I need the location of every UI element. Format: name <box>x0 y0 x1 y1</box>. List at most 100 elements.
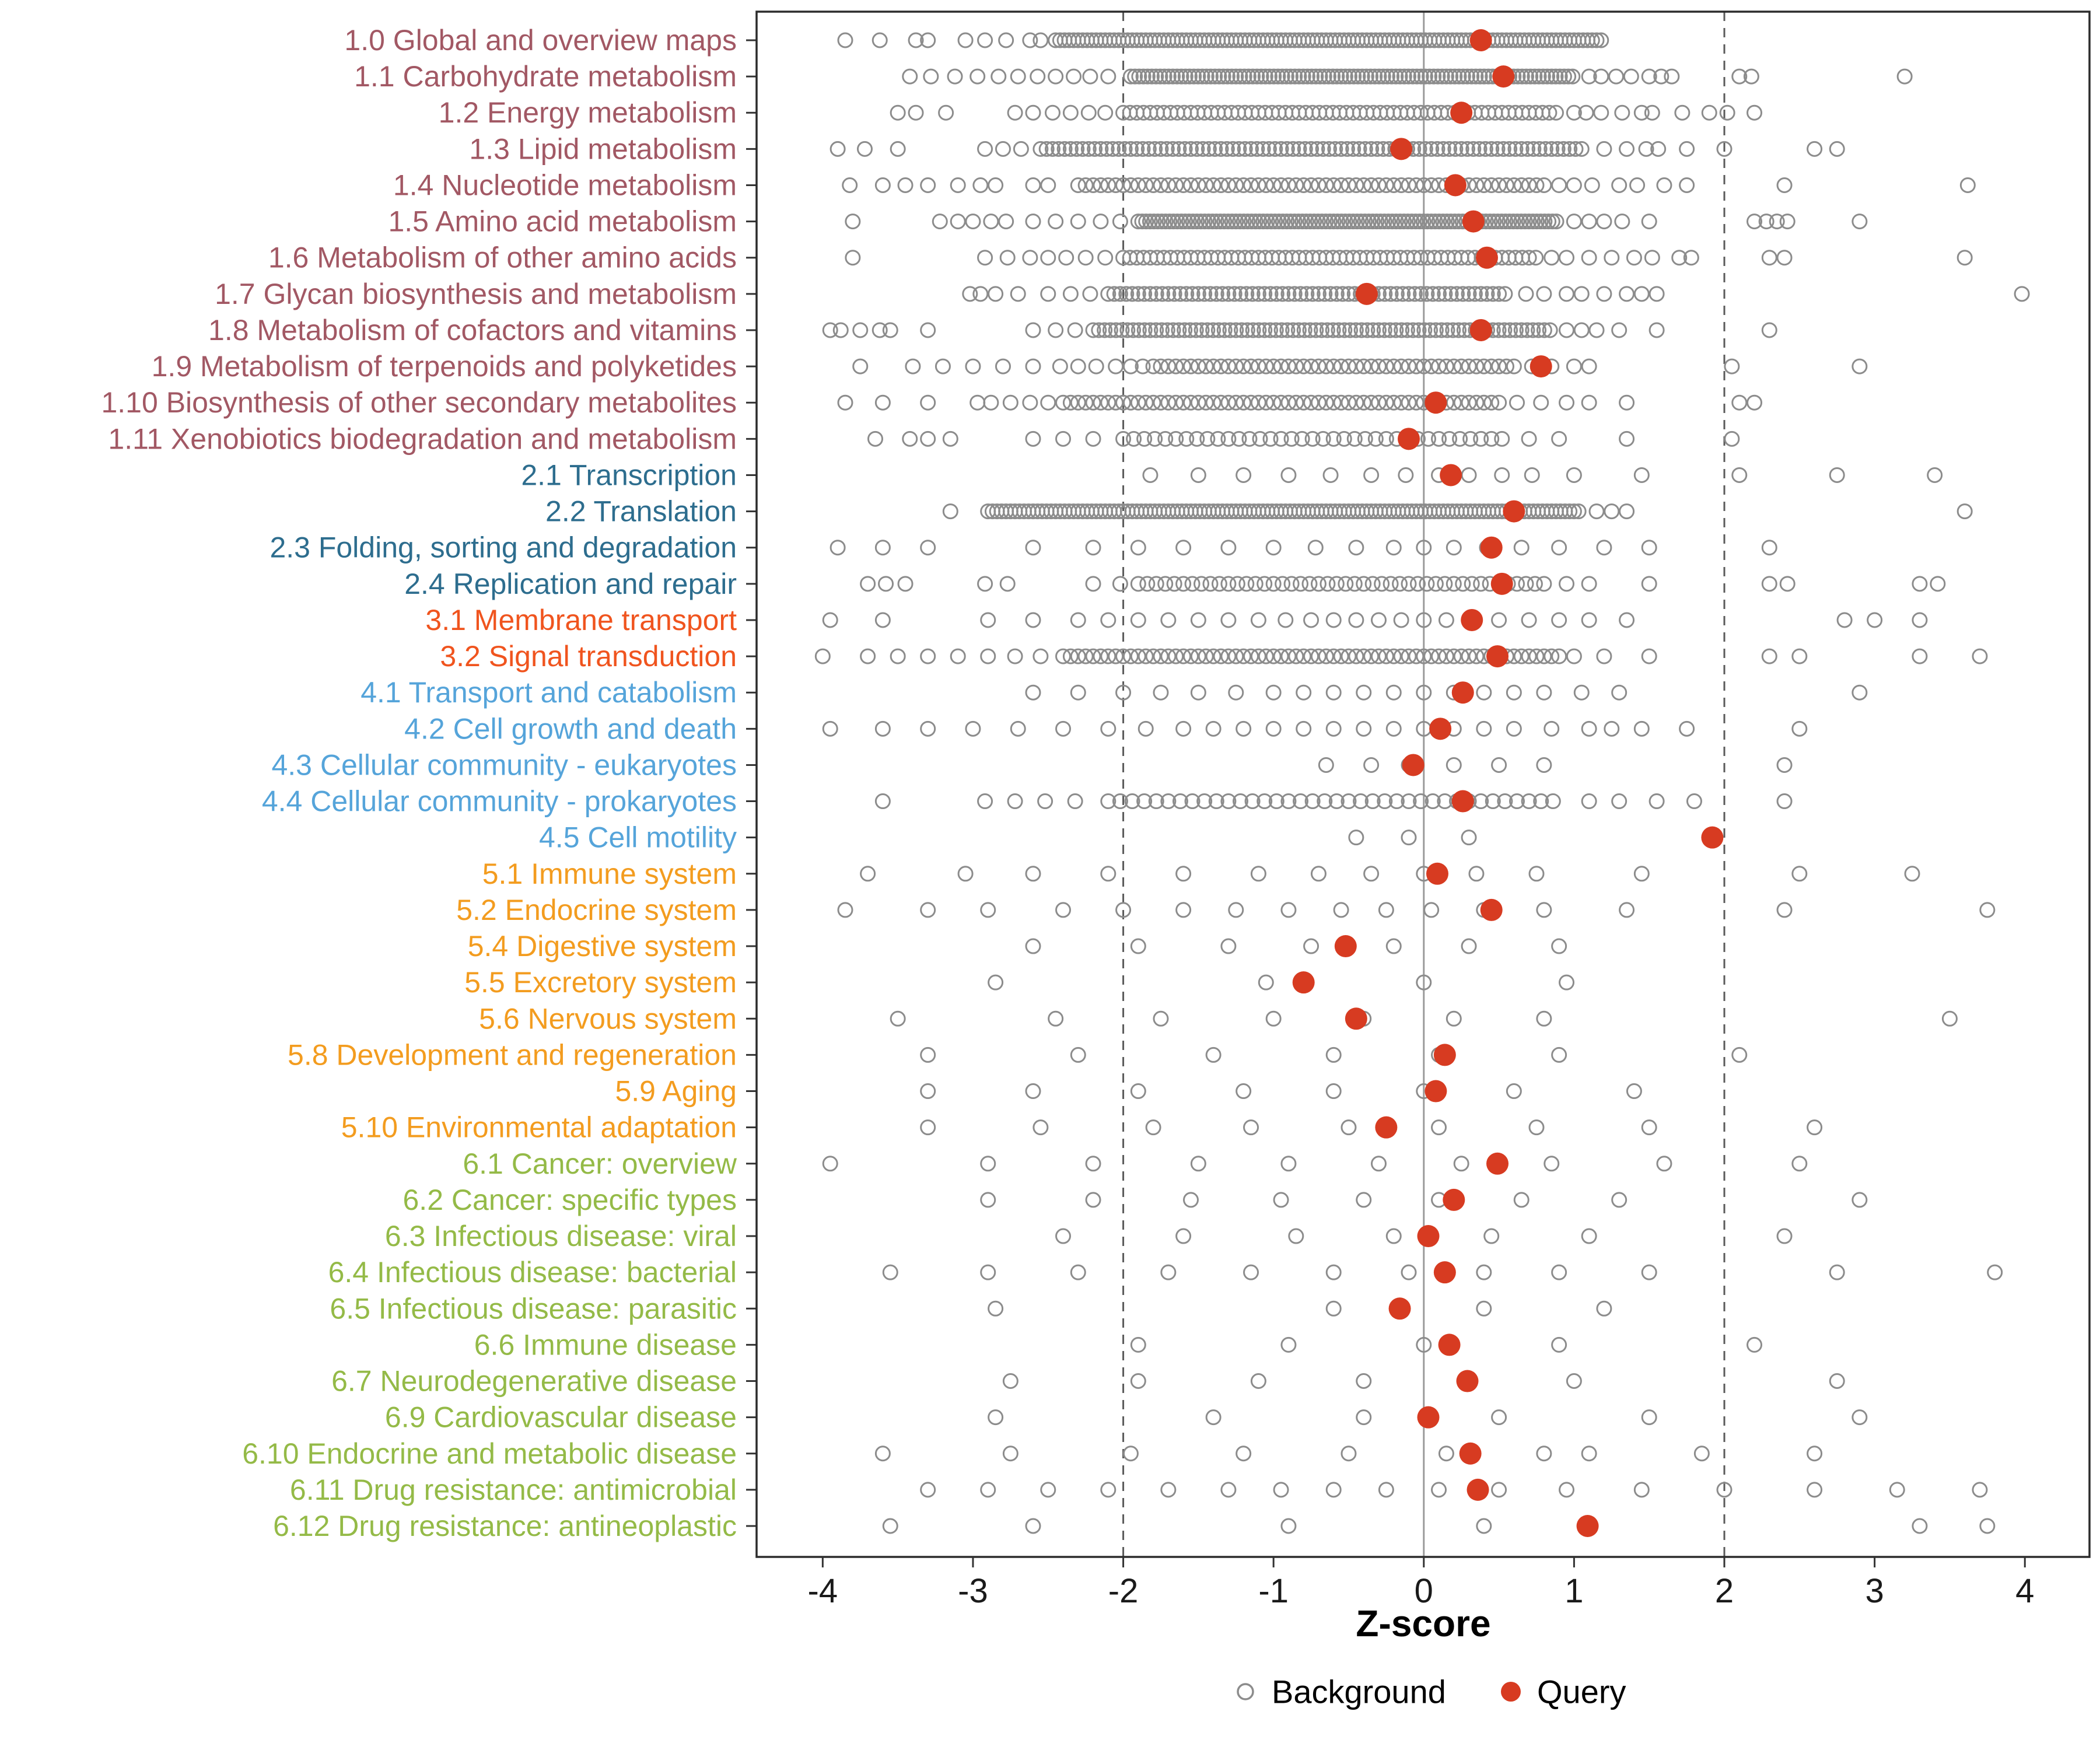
background-point <box>1165 141 1181 157</box>
background-point <box>1048 68 1064 85</box>
background-point <box>1829 1264 1845 1280</box>
background-point <box>1130 1373 1146 1390</box>
background-point <box>1419 286 1435 302</box>
background-point <box>1363 68 1379 85</box>
background-point <box>1551 1336 1567 1353</box>
background-point <box>1228 648 1244 664</box>
background-point <box>1633 286 1650 302</box>
background-point <box>1367 430 1384 447</box>
background-point <box>1200 214 1217 230</box>
background-point <box>1296 322 1312 338</box>
background-point <box>977 32 993 48</box>
background-point <box>1328 576 1345 592</box>
row-label: 5.10 Environmental adaptation <box>341 1111 737 1144</box>
background-point <box>1544 250 1560 266</box>
background-point <box>1213 648 1229 664</box>
background-point <box>1679 141 1695 157</box>
query-point <box>1440 464 1462 487</box>
background-point <box>1544 720 1560 737</box>
row: 6.5 Infectious disease: parasitic <box>330 1292 1612 1325</box>
background-point <box>1656 1156 1672 1172</box>
background-point <box>1160 68 1177 85</box>
background-point <box>1416 684 1432 701</box>
background-point <box>1431 358 1447 374</box>
background-point <box>1190 286 1206 302</box>
background-point <box>1462 430 1479 447</box>
background-point <box>977 576 993 592</box>
background-point <box>1325 358 1342 374</box>
background-point <box>1055 648 1072 664</box>
row-label: 4.2 Cell growth and death <box>404 712 737 745</box>
background-point <box>1091 322 1107 338</box>
background-point <box>1716 1482 1732 1498</box>
background-point <box>1032 141 1049 157</box>
row-label: 1.4 Nucleotide metabolism <box>393 169 737 201</box>
background-point <box>1513 141 1530 157</box>
background-point <box>897 177 914 193</box>
background-point <box>1716 141 1732 157</box>
background-point <box>1322 286 1339 302</box>
background-point <box>1144 68 1160 85</box>
row-label: 6.1 Cancer: overview <box>463 1147 737 1180</box>
background-point <box>1453 1156 1469 1172</box>
background-point <box>920 1482 936 1498</box>
background-point <box>1852 684 1868 701</box>
x-tick-label: 1 <box>1564 1572 1583 1610</box>
background-point <box>1520 141 1536 157</box>
background-point <box>1486 214 1502 230</box>
background-point <box>1205 358 1222 374</box>
background-point <box>1085 1156 1101 1172</box>
background-point <box>1382 576 1399 592</box>
background-point <box>1160 612 1177 628</box>
background-point <box>1776 1228 1793 1244</box>
background-point <box>1648 793 1665 810</box>
background-point <box>1211 68 1227 85</box>
background-point <box>1297 141 1313 157</box>
background-point <box>1376 214 1392 230</box>
background-point <box>1401 177 1417 193</box>
background-point <box>1245 68 1261 85</box>
background-point <box>908 104 924 121</box>
background-point <box>1258 358 1274 374</box>
background-point <box>1829 1373 1845 1390</box>
background-point <box>1310 866 1326 882</box>
background-point <box>1731 68 1748 85</box>
background-point <box>1190 648 1206 664</box>
background-point <box>1025 1083 1041 1100</box>
background-point <box>1309 141 1325 157</box>
background-point <box>1198 177 1214 193</box>
background-point <box>1619 902 1635 918</box>
row: 5.6 Nervous system <box>479 1002 1958 1035</box>
background-point <box>1310 648 1326 664</box>
background-point <box>1100 612 1116 628</box>
background-point <box>1513 648 1530 664</box>
background-point <box>1333 394 1349 411</box>
background-point <box>1175 720 1192 737</box>
background-point <box>1461 938 1477 954</box>
background-point <box>1427 214 1443 230</box>
background-point <box>1273 322 1290 338</box>
background-point <box>1351 141 1367 157</box>
background-point <box>1593 68 1609 85</box>
background-point <box>1182 394 1199 411</box>
background-point <box>1417 68 1433 85</box>
background-point <box>1468 358 1485 374</box>
background-point <box>1115 177 1132 193</box>
background-point <box>1013 141 1029 157</box>
background-point <box>1220 612 1237 628</box>
background-point <box>1190 358 1206 374</box>
background-point <box>1184 286 1200 302</box>
background-point <box>1190 612 1206 628</box>
background-point <box>1069 141 1085 157</box>
background-point <box>1489 141 1506 157</box>
background-point <box>1138 648 1154 664</box>
background-point <box>1165 322 1181 338</box>
background-point <box>1448 286 1465 302</box>
background-point <box>1160 1264 1177 1280</box>
background-point <box>1422 322 1438 338</box>
background-point <box>1205 1409 1222 1426</box>
background-point <box>1145 648 1161 664</box>
background-point <box>1171 141 1187 157</box>
background-point <box>1521 250 1537 266</box>
